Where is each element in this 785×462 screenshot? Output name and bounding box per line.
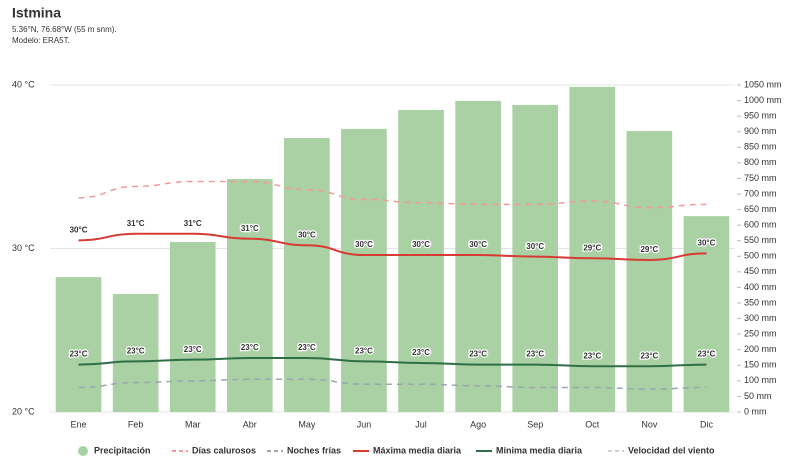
y2-tick-label: 1000 mm xyxy=(744,95,782,105)
legend-item: Días calurosos xyxy=(172,445,256,455)
data-label: 30°C xyxy=(412,240,430,249)
x-tick-label: Feb xyxy=(128,419,144,429)
y2-tick-label: 300 mm xyxy=(744,313,777,323)
x-tick-label: Jun xyxy=(357,419,372,429)
x-tick-label: Mar xyxy=(185,419,201,429)
legend-label: Máxima media diaria xyxy=(373,445,462,455)
data-label: 30°C xyxy=(298,230,316,239)
y2-tick-label: 450 mm xyxy=(744,266,777,276)
data-label: 31°C xyxy=(241,224,259,233)
data-label: 30°C xyxy=(698,239,716,248)
x-tick-label: May xyxy=(298,419,316,429)
y2-tick-label: 550 mm xyxy=(744,235,777,245)
chart-title: Istmina xyxy=(12,5,61,21)
data-label: 23°C xyxy=(526,350,544,359)
legend-label: Noches frías xyxy=(287,445,341,455)
legend-label: Mínima media diaria xyxy=(496,445,583,455)
bar xyxy=(569,86,616,413)
data-label: 23°C xyxy=(355,346,373,355)
data-label: 30°C xyxy=(355,240,373,249)
data-label: 23°C xyxy=(412,348,430,357)
y-tick-label: 40 °C xyxy=(12,79,35,89)
legend-item: Precipitación xyxy=(78,445,151,456)
legend-item: Noches frías xyxy=(267,445,341,455)
bar xyxy=(284,137,330,412)
data-label: 23°C xyxy=(469,350,487,359)
y-tick-label: 30 °C xyxy=(12,243,35,253)
x-tick-label: Oct xyxy=(585,419,600,429)
legend-label: Velocidad del viento xyxy=(628,445,715,455)
data-label: 23°C xyxy=(184,345,202,354)
y2-tick-label: 900 mm xyxy=(744,126,777,136)
data-label: 23°C xyxy=(640,351,658,360)
bar xyxy=(683,216,730,412)
y2-tick-label: 500 mm xyxy=(744,251,777,261)
x-tick-label: Dic xyxy=(700,419,713,429)
legend-item: Velocidad del viento xyxy=(608,445,715,455)
subtitle: Modelo: ERA5T. xyxy=(12,36,70,45)
data-label: 30°C xyxy=(526,242,544,251)
data-label: 23°C xyxy=(241,343,259,352)
x-tick-label: Sep xyxy=(527,419,543,429)
data-label: 23°C xyxy=(70,350,88,359)
data-label: 29°C xyxy=(583,243,601,252)
y2-tick-label: 600 mm xyxy=(744,220,777,230)
data-label: 23°C xyxy=(127,346,145,355)
data-label: 30°C xyxy=(70,225,88,234)
y2-tick-label: 950 mm xyxy=(744,111,777,121)
bar xyxy=(512,104,559,412)
x-tick-label: Nov xyxy=(641,419,658,429)
x-tick-label: Jul xyxy=(415,419,427,429)
legend-label: Días calurosos xyxy=(192,445,256,455)
x-tick-label: Ago xyxy=(470,419,486,429)
bar xyxy=(112,293,159,412)
data-label: 23°C xyxy=(298,343,316,352)
y2-tick-label: 50 mm xyxy=(744,391,772,401)
y2-tick-label: 100 mm xyxy=(744,375,777,385)
y2-tick-label: 0 mm xyxy=(744,406,767,416)
bar xyxy=(226,179,273,412)
y2-tick-label: 1050 mm xyxy=(744,79,782,89)
x-tick-label: Ene xyxy=(71,419,87,429)
bar xyxy=(626,131,673,412)
line xyxy=(78,232,707,261)
bar xyxy=(398,109,444,413)
data-label: 23°C xyxy=(698,350,716,359)
y2-tick-label: 250 mm xyxy=(744,329,777,339)
y2-tick-label: 700 mm xyxy=(744,188,777,198)
data-label: 31°C xyxy=(184,219,202,228)
y-tick-label: 20 °C xyxy=(12,406,35,416)
line xyxy=(78,180,707,209)
subtitle: 5.36°N, 76.68°W (55 m snm). xyxy=(12,25,117,34)
data-label: 23°C xyxy=(583,351,601,360)
line xyxy=(78,378,707,390)
y2-tick-label: 750 mm xyxy=(744,173,777,183)
y2-tick-label: 650 mm xyxy=(744,204,777,214)
data-label: 29°C xyxy=(640,245,658,254)
x-tick-label: Abr xyxy=(243,419,257,429)
y2-tick-label: 150 mm xyxy=(744,360,777,370)
legend-item: Máxima media diaria xyxy=(353,445,462,455)
y2-tick-label: 400 mm xyxy=(744,282,777,292)
y2-tick-label: 850 mm xyxy=(744,142,777,152)
data-label: 30°C xyxy=(469,240,487,249)
y2-tick-label: 800 mm xyxy=(744,157,777,167)
legend-marker xyxy=(78,446,88,456)
data-label: 31°C xyxy=(127,219,145,228)
y2-tick-label: 200 mm xyxy=(744,344,777,354)
bar xyxy=(169,241,216,412)
legend-label: Precipitación xyxy=(94,445,151,455)
bar xyxy=(455,100,501,412)
line xyxy=(78,357,707,368)
y2-tick-label: 350 mm xyxy=(744,297,777,307)
bar xyxy=(341,128,387,412)
legend-item: Mínima media diaria xyxy=(476,445,583,455)
bar xyxy=(55,277,102,412)
